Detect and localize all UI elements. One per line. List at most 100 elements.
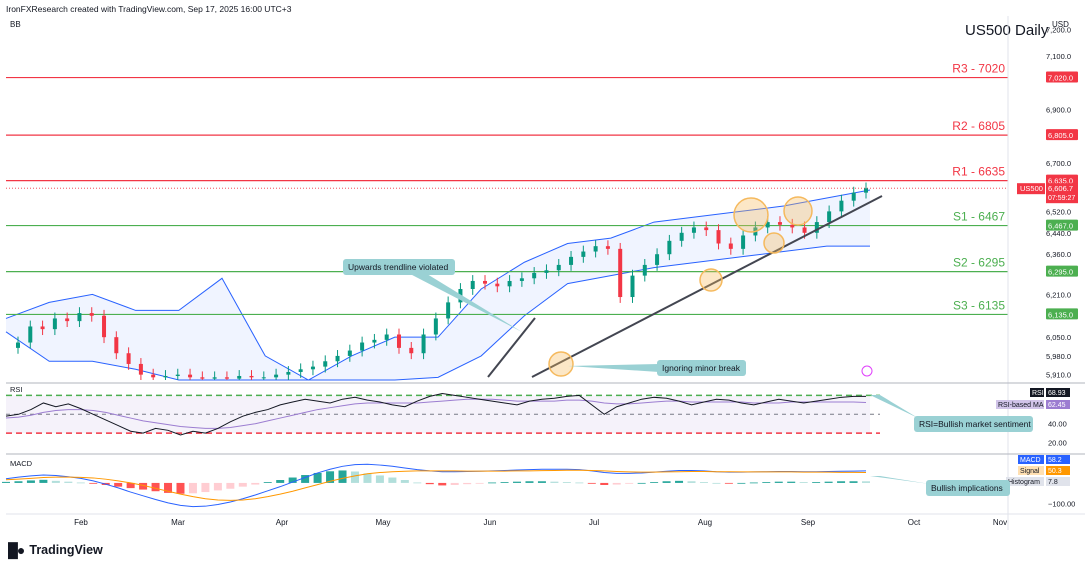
candle-body	[814, 222, 819, 233]
macd-histogram-bar	[126, 482, 135, 489]
candle-body	[298, 369, 303, 372]
candle-body	[396, 334, 401, 348]
candle-body	[691, 227, 696, 233]
macd-histogram-bar	[525, 481, 534, 483]
macd-histogram-bar	[774, 481, 783, 483]
macd-histogram-bar	[675, 480, 684, 483]
currency-label[interactable]: USD	[1052, 20, 1069, 29]
level-label: S2 - 6295	[953, 256, 1005, 270]
macd-histogram-bar	[475, 482, 484, 484]
macd-histogram-bar	[724, 482, 733, 484]
macd-histogram-bar	[2, 481, 10, 483]
macd-histogram-bar	[64, 481, 73, 483]
highlight-circle	[733, 197, 769, 233]
candle-body	[89, 313, 94, 316]
time-tick-label: Nov	[993, 518, 1007, 527]
symbol-tag-bg	[1017, 183, 1045, 195]
time-tick-label: Aug	[698, 518, 712, 527]
candle-body	[790, 224, 795, 228]
candle-body	[421, 334, 426, 354]
hist-tag: Histogram	[1008, 479, 1040, 486]
annotation-rsi: RSI=Bullish market sentiment	[919, 419, 1031, 429]
macd-histogram-bar	[388, 477, 397, 483]
candle-body	[360, 342, 365, 351]
signal-line	[5, 469, 867, 501]
macd-histogram-bar	[164, 482, 173, 493]
macd-histogram-bar	[612, 482, 621, 485]
macd-histogram-bar	[425, 482, 434, 485]
candle-body	[372, 339, 377, 343]
rsi-ma-value-bg	[1046, 400, 1070, 409]
candle-body	[765, 222, 770, 228]
candle-body	[151, 374, 156, 378]
time-tick-label: Feb	[74, 518, 88, 527]
macd-histogram-bar	[488, 482, 497, 484]
rsi-ma-line	[5, 398, 867, 429]
lightning-icon	[861, 365, 873, 377]
hist-tag-bg	[1006, 477, 1044, 486]
macd-histogram-bar	[513, 481, 522, 483]
candle-body	[335, 355, 340, 362]
candle-body	[212, 377, 217, 379]
price-axis: 7,200.0 7,100.0 6,900.0 6,700.0 6,520.0 6,440…	[1007, 16, 1071, 530]
macd-histogram-bar	[712, 482, 721, 484]
bollinger-bands	[5, 189, 871, 381]
band-fill	[6, 189, 870, 380]
candle-body	[851, 192, 856, 201]
signal-tag: Signal	[1020, 468, 1040, 475]
candle-body	[114, 337, 119, 354]
last-price-bg	[1046, 183, 1078, 204]
macd-histogram-bar	[76, 482, 85, 484]
macd-histogram-bar	[849, 481, 858, 483]
brand-logo[interactable]: █● TradingView	[8, 542, 103, 558]
symbol-tag: US500	[1020, 184, 1043, 193]
candle-body	[470, 280, 475, 289]
macd-histogram-bar	[837, 481, 846, 483]
candle-body	[16, 342, 20, 348]
countdown: 07:59:27	[1048, 195, 1075, 202]
macd-histogram-bar	[188, 482, 197, 494]
level-tag-bg	[1046, 174, 1078, 186]
candle-body	[52, 318, 57, 330]
rsi-ma-value: 62.45	[1048, 402, 1066, 409]
candle-body	[188, 374, 193, 378]
price-tick-label: 7,100.0	[1046, 52, 1071, 61]
macd-histogram-bar	[301, 475, 310, 483]
highlight-circle	[783, 196, 813, 226]
candle-body	[532, 272, 537, 279]
macd-value: 58.2	[1048, 457, 1062, 464]
annotation-trendline-violated: Upwards trendline violated	[348, 262, 448, 272]
candle-body	[433, 318, 438, 335]
candle-body	[261, 377, 266, 379]
rsi-ma-tag: RSI-based MA	[998, 402, 1044, 409]
macd-histogram-bar	[363, 473, 372, 483]
level-tag: 6,635.0	[1048, 177, 1073, 186]
macd-histogram-bar	[39, 479, 48, 483]
highlight-circle	[548, 351, 574, 377]
signal-tag-bg	[1018, 466, 1044, 475]
price-tick-label: 6,050.0	[1046, 333, 1071, 342]
annotation-trendline-violated-pointer	[410, 274, 522, 332]
candle-body	[310, 366, 315, 370]
macd-histogram-bar	[350, 471, 359, 483]
lower-band-line	[5, 245, 870, 381]
hist-value-bg	[1046, 477, 1070, 486]
last-price: 6,606.7	[1048, 184, 1073, 193]
indicator-label[interactable]: BB	[10, 20, 21, 29]
macd-histogram-bar	[14, 481, 23, 483]
macd-histogram-bar	[114, 482, 123, 487]
annotation-trendline-violated-bg	[343, 259, 455, 275]
time-axis: Feb Mar Apr May Jun Jul Aug Sep Oct Nov	[6, 513, 1085, 527]
level-label: S1 - 6467	[953, 210, 1005, 224]
upper-band-line	[5, 189, 871, 381]
rsi-line	[5, 393, 867, 436]
candle-body	[864, 188, 868, 193]
price-tick-label: 6,520.0	[1046, 207, 1071, 216]
macd-histogram-bar	[313, 472, 322, 483]
highlight-circle	[699, 268, 723, 292]
macd-histogram-bar	[562, 482, 571, 483]
macd-histogram-bar	[438, 482, 447, 486]
attribution-text: IronFXResearch created with TradingView.…	[6, 4, 292, 14]
main-trendline	[531, 195, 883, 378]
